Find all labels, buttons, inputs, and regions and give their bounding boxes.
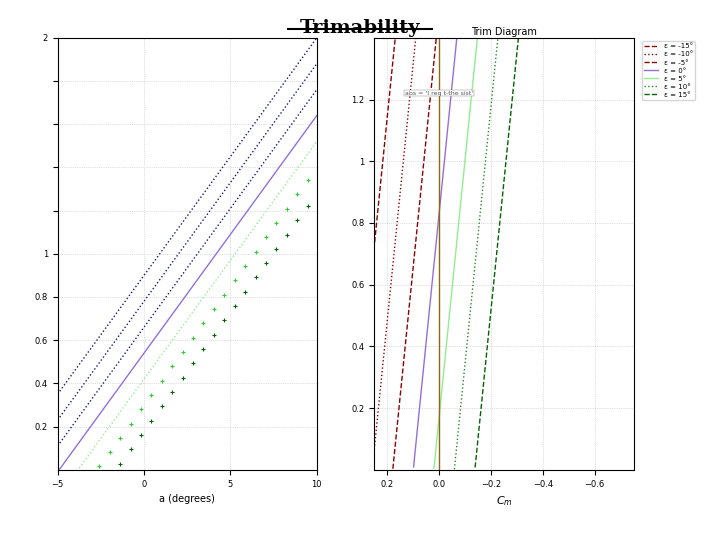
X-axis label: $C_m$: $C_m$ xyxy=(495,494,513,508)
Text: Trimability: Trimability xyxy=(300,19,420,37)
Text: 03 March 2021: 03 March 2021 xyxy=(22,508,105,518)
X-axis label: a (degrees): a (degrees) xyxy=(159,494,215,504)
Legend: ε = -15°, ε = -10°, ε = -5°, ε = 0°, ε = 5°, ε = 10°, ε = 15°: ε = -15°, ε = -10°, ε = -5°, ε = 0°, ε =… xyxy=(642,41,695,100)
Text: abs = 'I req t-the sist': abs = 'I req t-the sist' xyxy=(405,91,473,96)
Title: Trim Diagram: Trim Diagram xyxy=(471,27,537,37)
Text: AAE 451, Aether Aerospace: AAE 451, Aether Aerospace xyxy=(284,508,436,518)
Text: 36: 36 xyxy=(685,508,698,518)
